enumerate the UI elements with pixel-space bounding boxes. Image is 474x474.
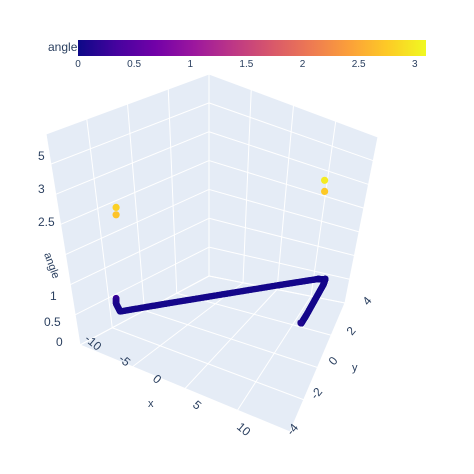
grid-line [208,275,346,304]
grid-line [344,136,379,304]
y-tick-label: -2 [308,385,326,402]
colorbar-tick-label: 1 [187,59,193,70]
grid-line [86,118,113,328]
pane-floor [80,276,345,432]
grid-line [74,246,210,316]
y-tick-label: 2 [344,324,359,338]
grid-line [45,133,81,346]
colorbar: angle 0 0.5 1 1.5 2 2.5 3 [48,40,426,70]
x-axis-title: x [148,398,154,410]
grid-line [208,73,379,138]
z-tick-label: 0.5 [44,315,61,329]
grid-line [276,105,294,290]
grid-line [65,188,210,256]
grid-line [237,295,312,411]
grid-line [208,160,365,209]
z-tick-label: 0 [56,335,63,349]
grid-line [70,217,210,286]
x-tick-label: 10 [234,420,253,440]
colorbar-ticks: 0 0.5 1 1.5 2 2.5 3 [75,59,418,70]
high-angle-point [321,176,329,184]
high-angle-point [321,187,329,195]
colorbar-tick-label: 0 [75,59,81,70]
grid-line [60,160,210,225]
high-angle-point [112,211,120,219]
data-marks [112,176,329,327]
colorbar-tick-label: 2 [300,59,306,70]
trajectory-point [297,319,304,327]
grid-line [208,102,374,162]
grid-line [289,302,346,433]
colorbar-tick-label: 2.5 [352,59,366,70]
grid-line [242,89,252,283]
grid-line [208,217,355,257]
z-axis-title: angle [41,251,61,280]
y-axis-title: y [352,362,358,374]
grid-line [167,88,178,294]
colorbar-gradient [78,40,426,56]
grid-line [208,188,360,233]
grid-line [55,131,210,195]
x-tick-label: 5 [190,398,204,413]
grid-line [127,103,145,311]
grid-lines [45,73,379,433]
colorbar-tick-label: 1.5 [239,59,253,70]
grid-line [208,131,369,185]
colorbar-title: angle [48,40,78,54]
z-tick-label: 5 [38,149,45,163]
z-tick-label: 1 [50,289,57,303]
pane-right-wall [209,74,378,303]
colorbar-tick-label: 3 [412,59,418,70]
z-tick-label: 3 [38,182,45,196]
y-tick-label: 0 [326,354,341,368]
grid-line [310,121,337,297]
grid-line [208,246,350,280]
grid-line [184,289,278,389]
high-angle-point [112,203,120,211]
grid-line [45,73,210,135]
colorbar-tick-label: 0.5 [127,59,141,70]
z-tick-label: 2.5 [38,215,55,229]
grid-line [50,102,210,165]
y-tick-label: 4 [360,294,375,308]
scene-3d[interactable] [45,73,379,433]
